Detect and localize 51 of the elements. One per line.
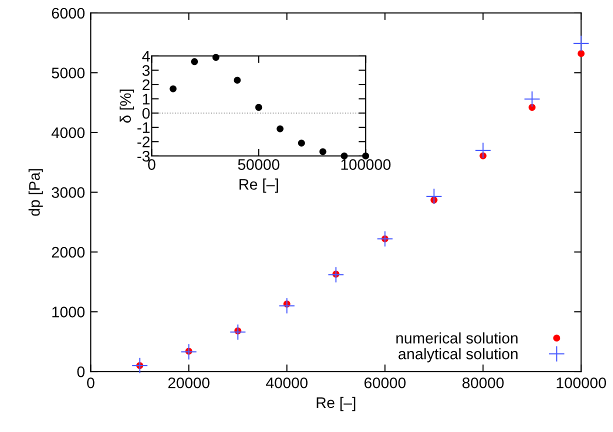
point xyxy=(191,58,198,66)
legend-label: analytical solution xyxy=(398,348,518,362)
y-tick-label: -2 xyxy=(137,136,150,148)
point xyxy=(572,35,590,52)
point xyxy=(319,148,326,156)
x-tick-label: 100000 xyxy=(341,159,391,170)
y-tick-label: 1 xyxy=(143,94,150,104)
point xyxy=(376,230,394,248)
x-tick-label: 100000 xyxy=(556,377,606,388)
point xyxy=(132,357,148,374)
x-tick-label: 40000 xyxy=(266,377,308,388)
y-tick-label: 0 xyxy=(142,108,150,119)
point xyxy=(255,104,262,111)
y-tick-label: 3 xyxy=(142,65,150,76)
x-tick-label: 60000 xyxy=(364,377,406,388)
y-tick-label: -1 xyxy=(137,122,150,133)
point xyxy=(278,298,296,314)
point xyxy=(234,76,241,84)
point xyxy=(180,344,197,360)
point xyxy=(170,85,177,92)
x-axis-title: Re [–] xyxy=(316,396,356,412)
point xyxy=(212,54,220,61)
x-tick-label: 50000 xyxy=(238,159,280,170)
y-axis-title: δ [%] xyxy=(120,90,134,123)
y-tick-label: 6000 xyxy=(52,8,85,19)
point xyxy=(528,104,536,111)
point xyxy=(328,266,344,283)
x-tick-label: 80000 xyxy=(462,377,504,388)
y-tick-label: 2000 xyxy=(52,246,85,258)
point xyxy=(524,90,540,108)
y-tick-label: -3 xyxy=(137,150,150,162)
y-tick-label: 0 xyxy=(77,366,85,378)
y-tick-label: 5000 xyxy=(52,68,85,78)
point xyxy=(474,142,492,159)
point xyxy=(362,152,370,160)
point xyxy=(340,152,348,160)
point xyxy=(578,50,585,58)
y-tick-label: 2 xyxy=(142,79,150,90)
point xyxy=(276,125,284,132)
point xyxy=(426,188,442,205)
point xyxy=(298,140,305,147)
y-tick-label: 4 xyxy=(142,50,150,62)
y-axis-title: dp [Pa] xyxy=(28,169,43,216)
x-axis-title: Re [–] xyxy=(240,178,278,193)
y-tick-label: 4000 xyxy=(52,127,85,138)
y-tick-label: 1000 xyxy=(52,306,85,318)
y-tick-label: 3000 xyxy=(52,187,85,198)
legend-label: numerical solution xyxy=(396,332,518,344)
x-tick-label: 0 xyxy=(87,377,94,388)
point xyxy=(230,324,246,340)
x-tick-label: 20000 xyxy=(168,377,210,388)
